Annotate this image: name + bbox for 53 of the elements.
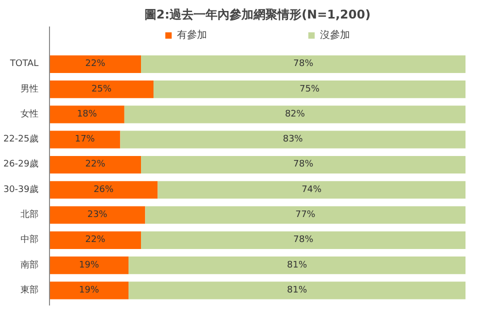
y-tick-label: 30-39歲 <box>3 184 39 195</box>
bar <box>128 256 466 274</box>
bar <box>50 156 142 174</box>
legend-label: 有參加 <box>177 28 207 42</box>
y-tick-label: TOTAL <box>8 59 39 70</box>
y-tick-label: 南部 <box>20 259 38 270</box>
data-label: 19% <box>79 260 100 270</box>
y-tick-label: 北部 <box>20 209 38 220</box>
bar <box>50 55 142 73</box>
bar <box>50 80 154 98</box>
y-tick-label: 26-29歲 <box>3 158 39 170</box>
data-label: 77% <box>295 210 316 220</box>
bar <box>120 130 466 148</box>
data-label: 81% <box>287 260 308 270</box>
data-label: 22% <box>85 160 106 170</box>
y-tick-label: 東部 <box>20 284 38 296</box>
data-label: 17% <box>74 134 96 145</box>
data-label: 23% <box>87 210 108 220</box>
bar <box>124 106 466 124</box>
bar <box>154 80 466 98</box>
data-label: 81% <box>287 285 308 296</box>
bar <box>50 231 142 249</box>
data-label: 82% <box>284 109 306 120</box>
data-label: 78% <box>293 160 314 170</box>
y-tick-label: 男性 <box>20 83 38 94</box>
bar <box>145 206 466 224</box>
y-tick-label: 中部 <box>20 234 38 246</box>
bar <box>141 231 466 249</box>
data-label: 18% <box>76 109 98 120</box>
data-label: 22% <box>85 235 106 246</box>
bar <box>50 206 146 224</box>
data-label: 22% <box>85 59 106 70</box>
data-label: 75% <box>300 84 320 94</box>
bar <box>50 181 158 199</box>
legend-label: 沒參加 <box>320 28 350 42</box>
bar <box>50 106 124 124</box>
bar <box>50 130 120 148</box>
data-label: 78% <box>293 235 314 246</box>
data-label: 25% <box>92 84 112 94</box>
y-tick-label: 22-25歲 <box>3 134 39 145</box>
data-label: 83% <box>282 134 304 145</box>
bar <box>141 156 466 174</box>
chart-title: 圖2:過去一年內參加網聚情形(N=1,200) <box>144 8 371 22</box>
data-label: 74% <box>302 184 322 195</box>
data-label: 19% <box>79 285 100 296</box>
data-label: 26% <box>94 184 114 195</box>
bar <box>141 55 466 73</box>
y-tick-label: 女性 <box>20 108 38 120</box>
bar <box>50 282 129 300</box>
bar <box>128 282 466 300</box>
bar <box>50 256 129 274</box>
data-label: 78% <box>293 59 314 70</box>
bar <box>158 181 466 199</box>
